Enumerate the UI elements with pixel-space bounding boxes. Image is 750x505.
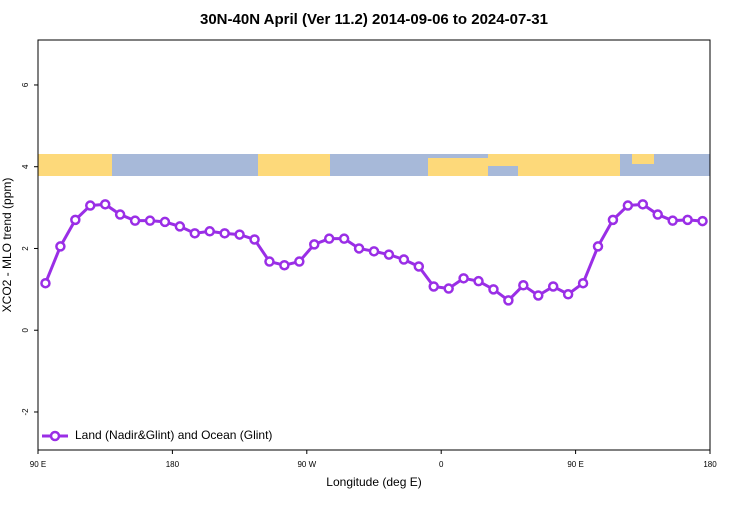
data-point [249,234,260,245]
data-point [398,254,410,265]
data-point [99,199,111,210]
data-point [503,295,514,306]
data-point [219,228,230,239]
y-tick-label: 4 [21,164,30,169]
data-point [518,280,529,291]
plot-frame [37,39,711,451]
x-axis-label: Longitude (deg E) [326,475,421,489]
data-point [70,214,81,226]
data-point [264,256,275,267]
data-point [55,241,66,252]
data-point [294,256,305,267]
data-point [234,229,245,240]
data-point [697,215,708,227]
x-tick-label: 90 E [567,460,583,469]
data-point [443,283,454,294]
data-point [309,239,320,250]
data-point [682,214,693,226]
data-point [40,277,51,289]
y-tick-label: 0 [21,327,30,332]
data-point [338,233,350,244]
data-point [129,215,141,226]
data-point [577,277,589,289]
chart-title: 30N-40N April (Ver 11.2) 2014-09-06 to 2… [200,11,548,28]
data-point [547,281,559,292]
x-tick-label: 0 [439,460,444,469]
data-point [174,221,186,232]
data-point [473,275,484,287]
data-point [85,200,96,211]
y-tick-label: -2 [21,408,30,416]
data-point [204,226,215,237]
y-axis-label: XCO2 - MLO trend (ppm) [0,178,14,313]
data-point [279,259,290,271]
y-tick-label: 6 [21,82,30,87]
data-point [458,273,469,284]
data-point [189,228,201,239]
data-point [428,281,439,292]
data-point [353,243,365,254]
x-tick-label: 180 [703,460,717,469]
data-point [607,214,619,226]
legend-label: Land (Nadir&Glint) and Ocean (Glint) [75,428,272,442]
data-point [488,284,499,295]
data-point [144,215,156,226]
data-point [667,215,678,226]
legend-marker [49,430,61,442]
data-point [622,200,634,211]
data-point [114,209,126,220]
y-tick-label: 2 [21,246,30,251]
data-point [652,209,663,220]
data-point [637,199,649,210]
x-tick-label: 180 [166,460,180,469]
data-point [323,233,335,244]
data-point [592,241,604,252]
map-strip [38,154,710,176]
data-point [533,290,544,301]
x-tick-label: 90 W [297,460,316,469]
data-point [368,246,380,257]
x-tick-label: 90 E [30,460,46,469]
data-point [413,261,425,272]
data-point [159,216,171,228]
data-point [383,249,395,260]
data-point [562,289,574,300]
